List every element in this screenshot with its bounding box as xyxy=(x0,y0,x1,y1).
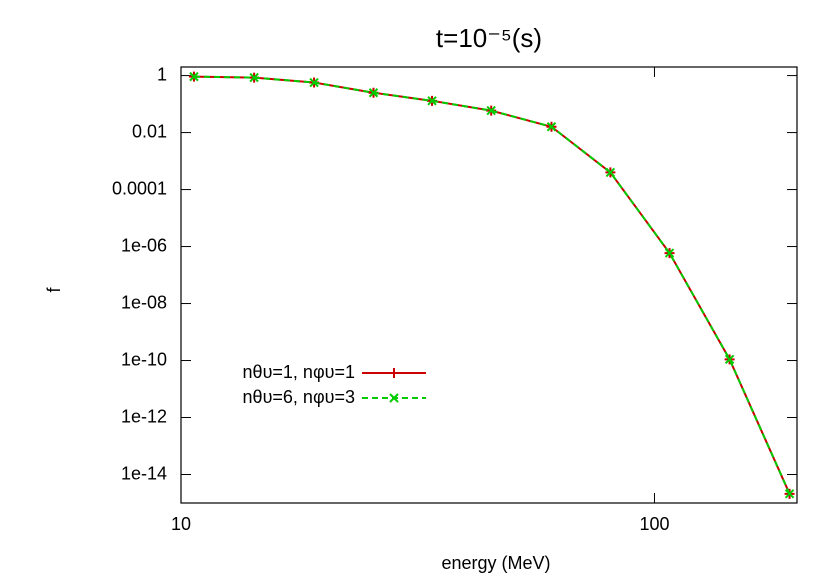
marker xyxy=(724,354,735,365)
plot-frame xyxy=(180,66,798,504)
series-line xyxy=(193,75,791,495)
x-axis-label: energy (MeV) xyxy=(441,553,550,573)
y-tick-label: 1e-06 xyxy=(121,235,167,255)
marker xyxy=(486,105,496,116)
marker xyxy=(249,72,259,83)
y-axis-label: f xyxy=(44,287,64,293)
marker xyxy=(389,393,399,403)
y-tick-label: 1e-08 xyxy=(121,292,167,312)
marker xyxy=(784,489,795,499)
y-tick-label: 0.01 xyxy=(132,121,167,141)
y-tick-label: 1e-12 xyxy=(121,406,167,426)
legend-label: nθυ=1, nφυ=1 xyxy=(243,362,355,382)
marker xyxy=(605,167,616,178)
x-tick-label: 10 xyxy=(171,514,191,534)
marker xyxy=(189,71,199,82)
marker xyxy=(309,77,319,88)
marker xyxy=(389,368,399,378)
chart-title: t=10⁻⁵(s) xyxy=(436,23,542,53)
y-tick-label: 0.0001 xyxy=(112,178,167,198)
x-tick-label: 100 xyxy=(639,514,669,534)
y-tick-label: 1e-10 xyxy=(121,349,167,369)
legend-label: nθυ=6, nφυ=3 xyxy=(243,387,355,407)
y-tick-label: 1e-14 xyxy=(121,463,167,483)
y-tick-label: 1 xyxy=(157,64,167,84)
marker xyxy=(546,122,557,132)
marker xyxy=(368,88,379,98)
marker xyxy=(427,96,437,106)
marker xyxy=(664,248,675,258)
